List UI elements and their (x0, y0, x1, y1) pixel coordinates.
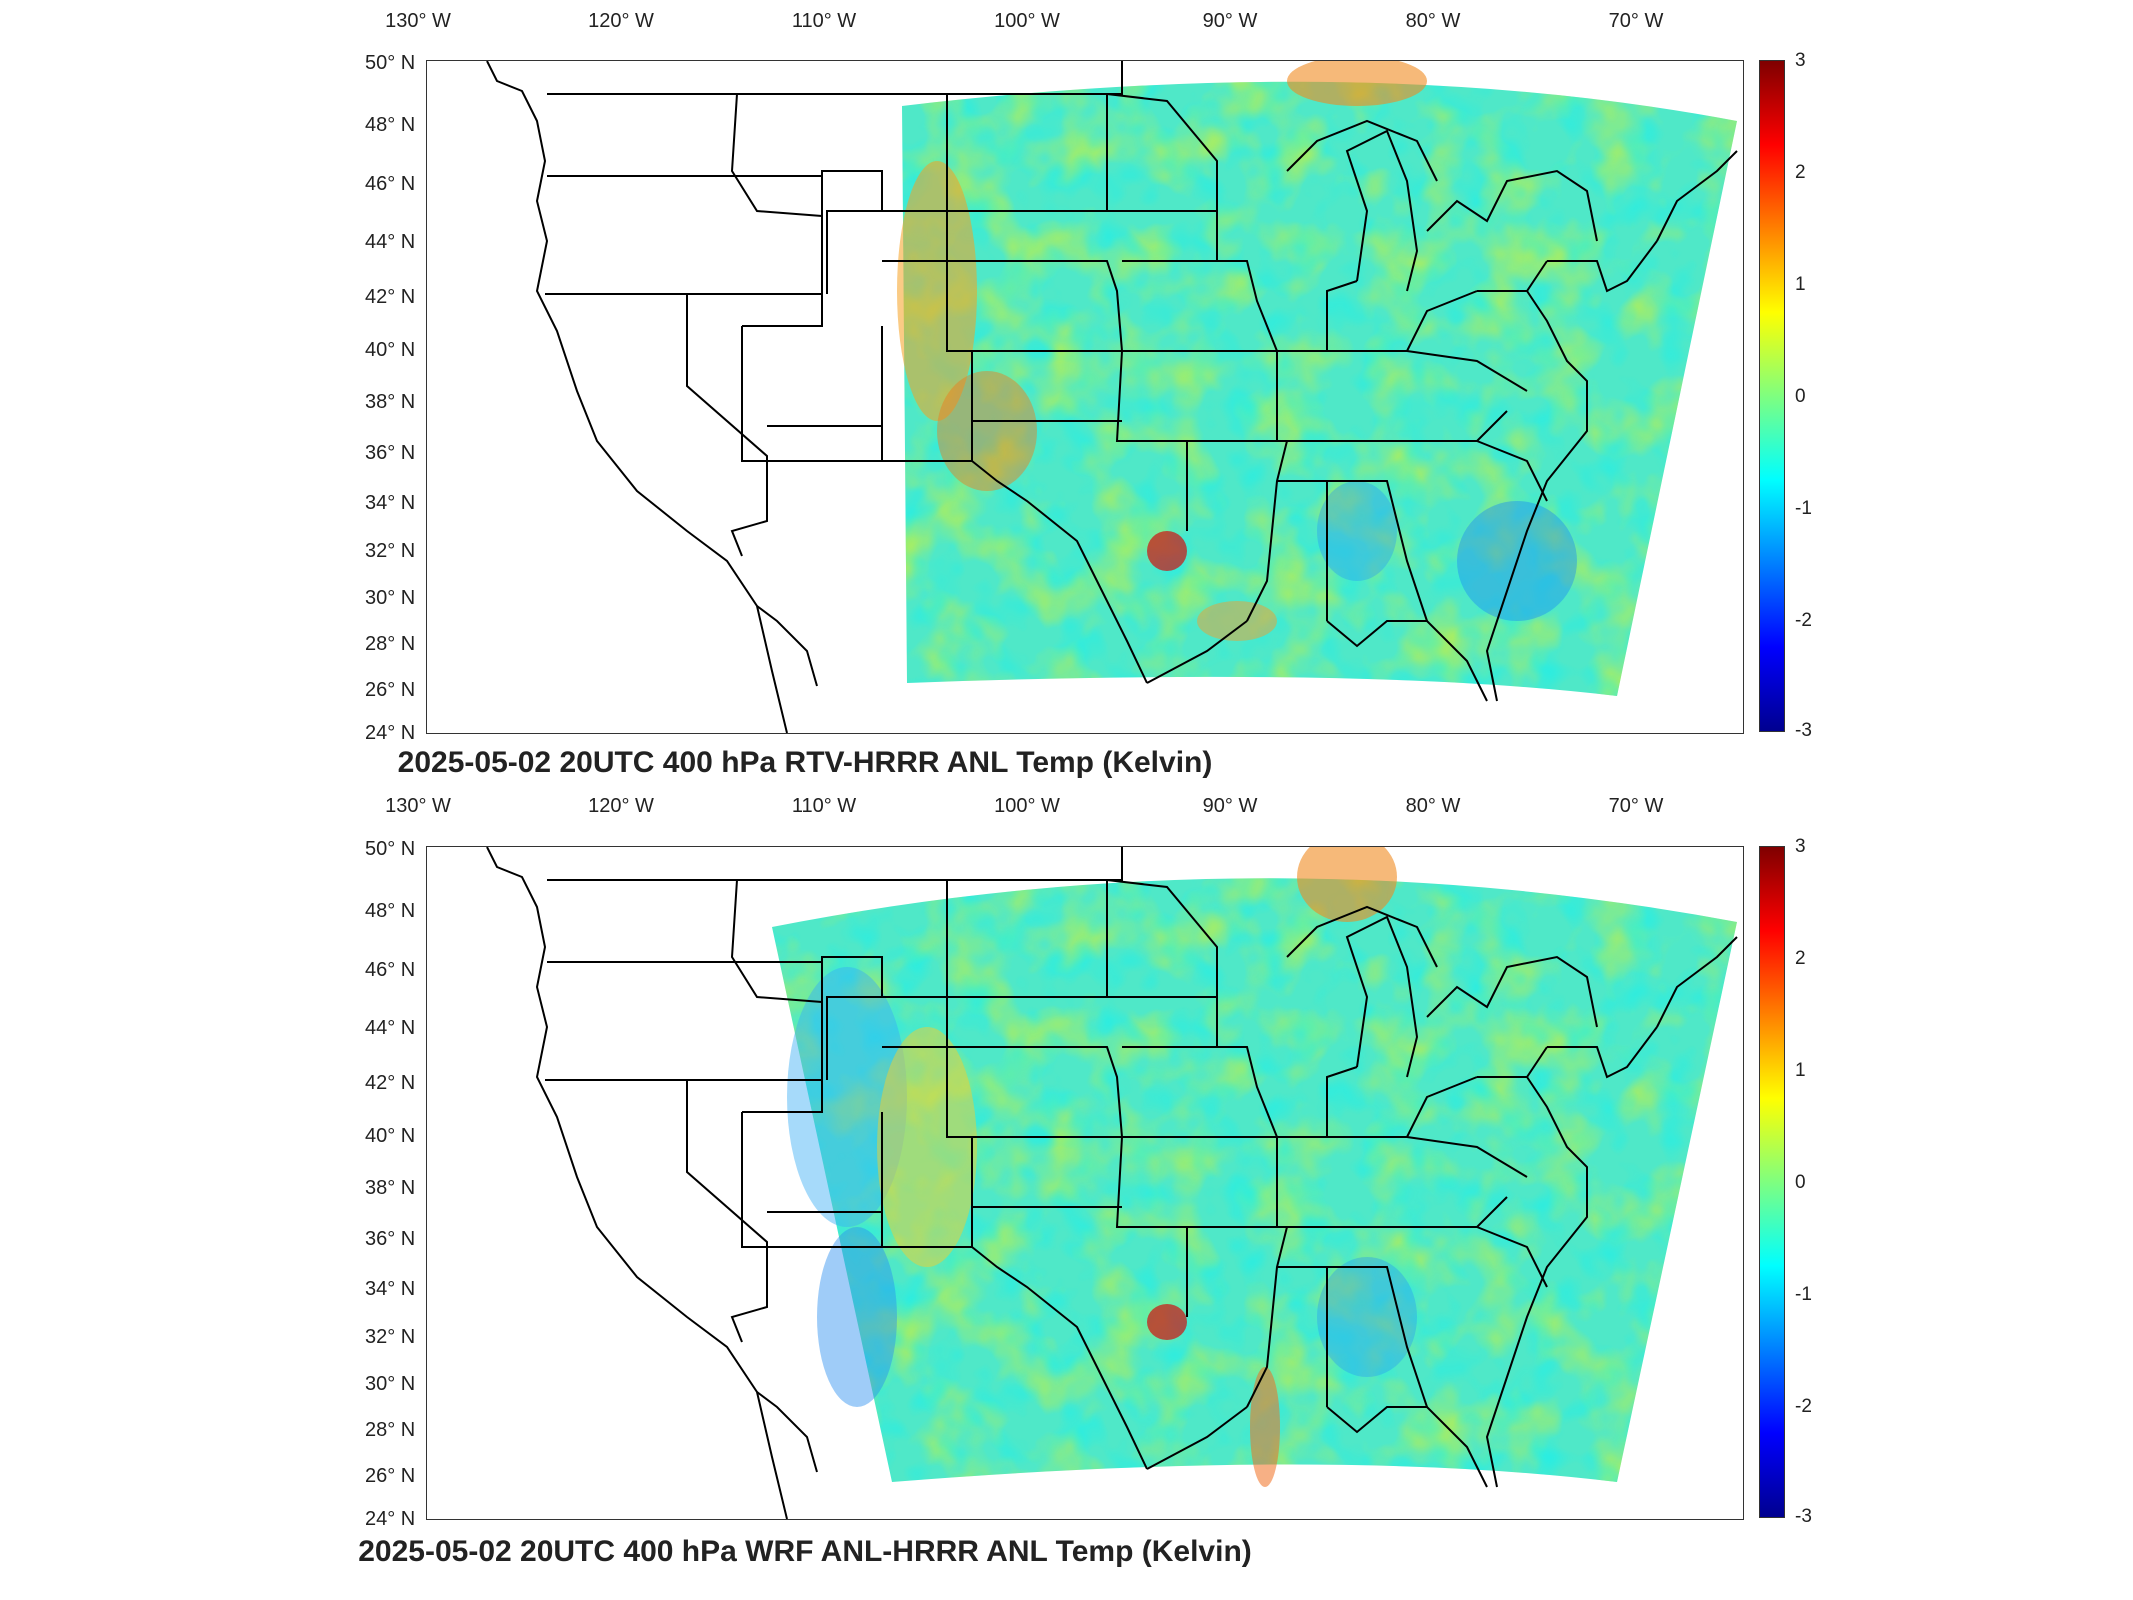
lon-label: 120° W (588, 10, 654, 32)
warm-anomaly (1297, 847, 1397, 922)
warm-anomaly (1250, 1367, 1280, 1487)
lon-label: 80° W (1405, 10, 1461, 32)
lat-label: 42° N (365, 286, 416, 308)
lat-label: 36° N (365, 1228, 416, 1250)
lat-label: 50° N (365, 838, 416, 860)
lat-label: 24° N (365, 1508, 416, 1530)
lat-label: 46° N (365, 173, 416, 195)
colorbar-tick: -1 (1795, 1284, 1812, 1305)
colorbar-tick: 3 (1795, 50, 1806, 71)
temperature-field-map (486, 847, 1738, 1519)
lon-label: 90° W (1202, 10, 1258, 32)
lon-label: 70° W (1608, 10, 1664, 32)
lat-label: 28° N (365, 633, 416, 655)
lon-label: 70° W (1608, 795, 1664, 817)
lon-label: 130° W (385, 10, 451, 32)
colorbar-tick: 0 (1795, 386, 1806, 407)
lon-label: 120° W (588, 795, 654, 817)
cool-anomaly (1317, 1257, 1417, 1377)
colorbar-tick: -3 (1795, 1506, 1812, 1527)
state-boundaries (486, 61, 1738, 733)
map-frame (426, 846, 1744, 1520)
colorbar-tick: 2 (1795, 948, 1806, 969)
cool-anomaly (1317, 481, 1397, 581)
colorbar-tick: 1 (1795, 1060, 1806, 1081)
map-panel-bottom: 130° W 120° W 110° W 100° W 90° W 80° W … (0, 790, 2133, 1600)
lat-label: 26° N (365, 1465, 416, 1487)
lat-label: 50° N (365, 52, 416, 74)
lat-label: 40° N (365, 1125, 416, 1147)
lat-label: 44° N (365, 1017, 416, 1039)
lon-label: 110° W (791, 10, 857, 32)
lat-label: 42° N (365, 1072, 416, 1094)
warm-anomaly (897, 161, 977, 421)
state-boundaries (486, 847, 1738, 1519)
cool-anomaly (817, 1227, 897, 1407)
lon-label: 80° W (1405, 795, 1461, 817)
lat-label: 34° N (365, 492, 416, 514)
lat-label: 26° N (365, 679, 416, 701)
lat-label: 30° N (365, 587, 416, 609)
lon-label: 110° W (791, 795, 857, 817)
warm-anomaly (1147, 531, 1187, 571)
lat-label: 38° N (365, 1177, 416, 1199)
lat-label: 44° N (365, 231, 416, 253)
lat-label: 24° N (365, 722, 416, 744)
lat-label: 48° N (365, 900, 416, 922)
lon-label: 100° W (994, 795, 1060, 817)
colorbar (1759, 846, 1785, 1518)
lat-label: 32° N (365, 1326, 416, 1348)
warm-anomaly (877, 1027, 977, 1267)
lon-label: 130° W (385, 795, 451, 817)
colorbar (1759, 60, 1785, 732)
colorbar-tick: -1 (1795, 498, 1812, 519)
warm-anomaly (1287, 61, 1427, 106)
colorbar-tick: 0 (1795, 1172, 1806, 1193)
map-panel-top: 130° W 120° W 110° W 100° W 90° W 80° W … (365, 10, 1812, 779)
lat-label: 46° N (365, 959, 416, 981)
lat-label: 32° N (365, 540, 416, 562)
colorbar-tick: 3 (1795, 836, 1806, 857)
temperature-field-map (486, 61, 1738, 733)
lat-label: 38° N (365, 391, 416, 413)
lat-label: 40° N (365, 339, 416, 361)
cool-anomaly (787, 967, 907, 1227)
lat-label: 28° N (365, 1419, 416, 1441)
lat-label: 34° N (365, 1278, 416, 1300)
map-frame (426, 60, 1744, 734)
colorbar-tick: -2 (1795, 1396, 1812, 1417)
colorbar-tick: 1 (1795, 274, 1806, 295)
colorbar-tick: 2 (1795, 162, 1806, 183)
lat-label: 30° N (365, 1373, 416, 1395)
lon-label: 100° W (994, 10, 1060, 32)
colorbar-tick: -2 (1795, 610, 1812, 631)
lat-label: 36° N (365, 442, 416, 464)
lon-label: 90° W (1202, 795, 1258, 817)
warm-anomaly (1147, 1304, 1187, 1340)
panel-title: 2025-05-02 20UTC 400 hPa RTV-HRRR ANL Te… (397, 746, 1213, 779)
warm-anomaly (1197, 601, 1277, 641)
lat-label: 48° N (365, 114, 416, 136)
colorbar-tick: -3 (1795, 720, 1812, 741)
panel-title: 2025-05-02 20UTC 400 hPa WRF ANL-HRRR AN… (358, 1535, 1252, 1568)
